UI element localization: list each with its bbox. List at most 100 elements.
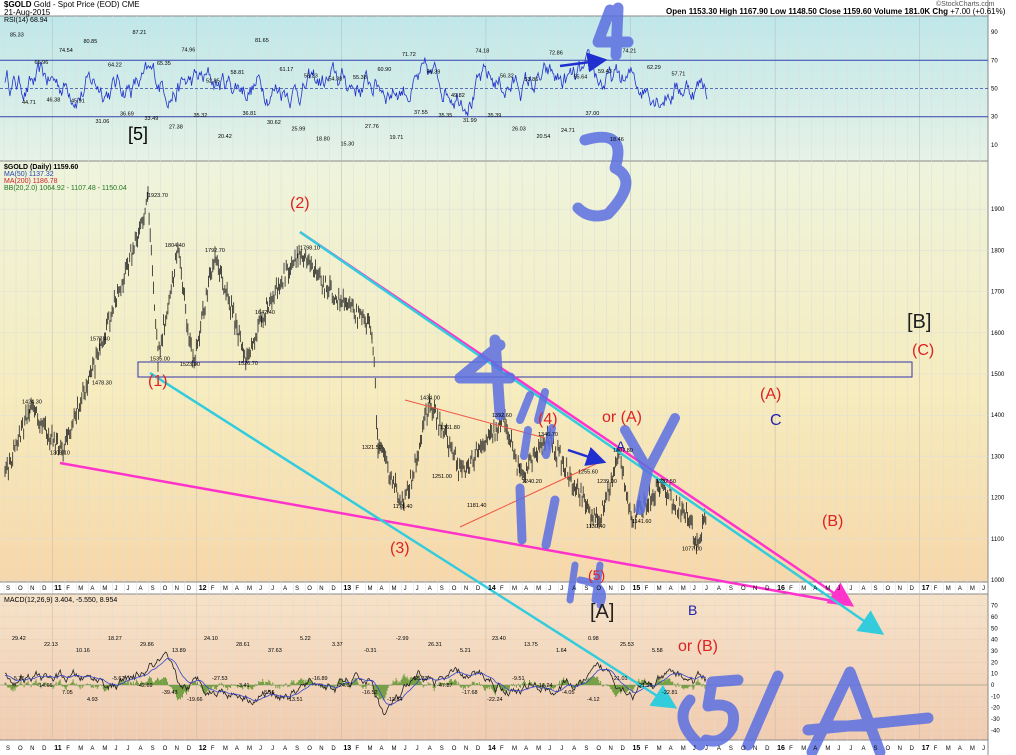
x-tick-label-bottom: A: [717, 746, 721, 752]
x-tick-label-mid: N: [753, 586, 757, 592]
x-tick-label-mid: A: [958, 586, 962, 592]
rsi-value-label: 54.38: [329, 76, 343, 82]
x-tick-label-bottom: S: [440, 746, 444, 752]
rsi-right-tick: 30: [991, 115, 998, 121]
price-value-label: 1307.80: [613, 448, 633, 454]
rsi-value-label: 59.43: [598, 69, 612, 75]
macd-right-tick: -30: [991, 717, 1000, 723]
x-tick-label-bottom: N: [319, 746, 323, 752]
x-tick-label-bottom: J: [126, 746, 129, 752]
x-tick-label-mid: O: [163, 586, 168, 592]
rsi-value-label: 37.55: [414, 110, 428, 116]
rsi-value-label: 60.90: [378, 67, 392, 73]
x-tick-label-mid: S: [584, 586, 588, 592]
x-tick-label-mid: J: [560, 586, 563, 592]
wave-label: (A): [760, 386, 781, 403]
scrawl-label-3: 3: [580, 204, 581, 206]
x-tick-label-bottom: J: [259, 746, 262, 752]
price-value-label: 1181.40: [467, 503, 486, 509]
rsi-value-label: 57.71: [672, 72, 686, 78]
macd-value-label: -21.18: [637, 683, 653, 689]
quote-line: Open 1153.30 High 1167.90 Low 1148.50 Cl…: [666, 7, 1005, 16]
x-tick-label-bottom: J: [271, 746, 274, 752]
instrument-name: Gold - Spot Price (EOD): [33, 0, 120, 9]
rsi-value-label: 44.71: [22, 100, 36, 106]
x-axis-strip-bottom: [0, 740, 988, 755]
x-tick-label-bottom: S: [151, 746, 155, 752]
x-tick-label-bottom: M: [102, 746, 107, 752]
volume-label: Volume: [873, 7, 903, 16]
macd-value-label: -14.24: [537, 683, 553, 689]
rsi-value-label: 27.38: [169, 124, 183, 130]
x-tick-label-bottom: S: [874, 746, 878, 752]
macd-value-label: 1.64: [556, 648, 567, 654]
macd-histogram: [4, 673, 707, 701]
rsi-panel: [0, 16, 988, 161]
price-right-tick: 1800: [991, 248, 1005, 254]
macd-value-label: -14.66: [37, 683, 53, 689]
price-legend-title: $GOLD (Daily) 1159.60: [4, 164, 79, 171]
x-tick-label-mid: M: [681, 586, 686, 592]
x-tick-label-mid: M: [801, 586, 806, 592]
x-tick-label-mid: O: [307, 586, 312, 592]
x-tick-label-mid: N: [30, 586, 34, 592]
x-tick-label-bottom: J: [114, 746, 117, 752]
x-tick-label-mid: J: [982, 586, 985, 592]
price-right-tick: 1200: [991, 496, 1005, 502]
price-right-tick: 1700: [991, 290, 1005, 296]
x-tick-label-mid: D: [910, 586, 915, 592]
rsi-value-label: 56.23: [304, 74, 318, 80]
price-right-tick: 1500: [991, 372, 1005, 378]
x-tick-label-bottom: F: [355, 746, 359, 752]
x-tick-label-mid: F: [645, 586, 649, 592]
rsi-value-label: 61.17: [280, 67, 294, 73]
x-tick-label-bottom: N: [608, 746, 612, 752]
x-tick-label-mid: M: [825, 586, 830, 592]
price-value-label: 1424.30: [22, 400, 42, 406]
volume-value: 181.0K: [904, 7, 931, 16]
x-tick-label-bottom: S: [584, 746, 588, 752]
x-tick-label-mid: J: [126, 586, 129, 592]
x-tick-label-bottom: F: [789, 746, 793, 752]
x-tick-label-bottom: J: [548, 746, 551, 752]
x-tick-label-bottom: A: [235, 746, 239, 752]
labels: S S O O N N D D 11 11 F F M M A A M M J J J J A A S S O O N N D D 12 12 F F…: [6, 30, 1005, 752]
x-tick-label-bottom: 16: [777, 745, 785, 752]
macd-right-tick: -20: [991, 706, 1000, 712]
macd-value-label: 5.58: [652, 648, 663, 654]
x-tick-label-mid: M: [102, 586, 107, 592]
x-tick-label-mid: S: [295, 586, 299, 592]
rsi-value-label: 65.96: [35, 60, 49, 66]
x-tick-label-mid: D: [187, 586, 192, 592]
x-tick-label-bottom: O: [886, 746, 891, 752]
rsi-value-label: 37.00: [586, 111, 600, 117]
macd-value-label: 5.21: [460, 648, 471, 654]
macd-signal-line: [4, 658, 707, 705]
chg-label: Chg: [932, 7, 948, 16]
rsi-value-label: 55.64: [574, 75, 588, 81]
price-value-label: 1130.40: [586, 524, 605, 530]
x-tick-label-mid: J: [259, 586, 262, 592]
macd-value-label: -5.67: [112, 676, 125, 682]
x-tick-label-mid: D: [476, 586, 481, 592]
bb-legend: BB(20,2.0) 1064.92 - 1107.48 - 1150.04: [4, 185, 127, 192]
macd-right-tick: 20: [991, 660, 998, 666]
x-tick-label-mid: A: [572, 586, 576, 592]
high-value: 1167.90: [739, 7, 768, 16]
rsi-value-label: 18.46: [610, 137, 624, 143]
x-tick-label-mid: A: [90, 586, 94, 592]
macd-line: [4, 651, 707, 716]
x-tick-label-bottom: F: [645, 746, 649, 752]
rsi-right-tick: 70: [991, 58, 998, 64]
macd-value-label: -8.56: [262, 690, 275, 696]
macd-value-label: 22.13: [44, 642, 58, 648]
rsi-value-label: 58.81: [231, 70, 245, 76]
price-value-label: 1141.60: [632, 519, 651, 525]
x-tick-label-bottom: A: [958, 746, 962, 752]
wave-label: (3): [390, 540, 410, 557]
x-tick-label-bottom: J: [705, 746, 708, 752]
symbol: $GOLD: [4, 0, 32, 9]
rsi-value-label: 59.39: [427, 69, 441, 75]
x-tick-label-bottom: A: [380, 746, 384, 752]
x-tick-label-mid: O: [886, 586, 891, 592]
